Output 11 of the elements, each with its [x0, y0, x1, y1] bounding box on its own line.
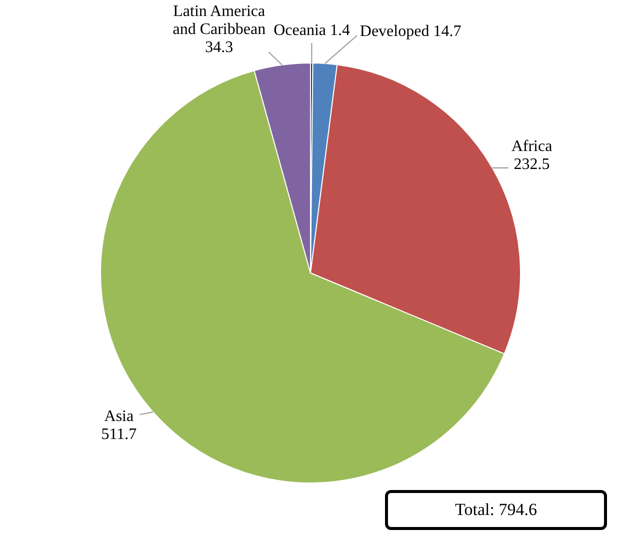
slice-label: Asia — [104, 408, 134, 425]
slice-label: Latin America and Caribbean — [172, 3, 266, 38]
data-label: 1.4 — [330, 22, 350, 40]
slice-label: Developed — [360, 22, 430, 40]
data-label: 511.7 — [101, 426, 137, 443]
data-label: 14.7 — [433, 22, 462, 40]
slice-label: Oceania — [274, 22, 326, 40]
text: Total: 794.6 — [385, 490, 607, 530]
data-label: 34.3 — [205, 39, 234, 56]
data-label: 232.5 — [514, 156, 550, 174]
slice-label: Africa — [511, 138, 552, 156]
